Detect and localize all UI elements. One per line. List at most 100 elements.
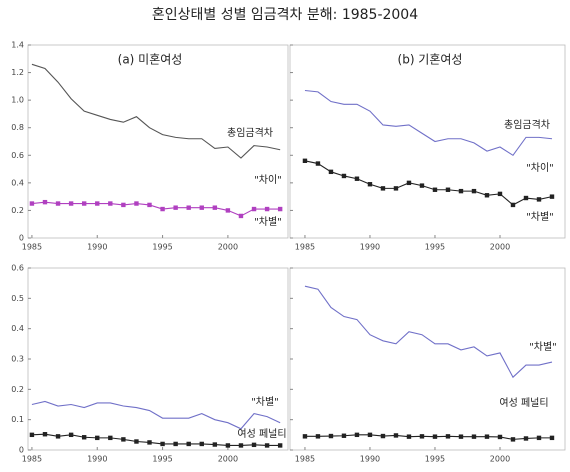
point <box>121 437 126 442</box>
y-tick-label: 0.4 <box>11 324 24 333</box>
point <box>536 197 542 202</box>
y-tick-label: 0.2 <box>11 385 24 394</box>
point <box>406 180 412 186</box>
annotation: "차별" <box>526 211 554 223</box>
point <box>81 201 87 206</box>
point <box>367 182 373 187</box>
series-line <box>31 63 281 159</box>
point <box>225 443 231 448</box>
y-tick-label: 1.0 <box>11 96 24 105</box>
point <box>445 434 451 439</box>
point <box>380 433 386 439</box>
point <box>302 158 308 163</box>
series-label: "차이" <box>254 174 282 186</box>
point <box>186 205 191 210</box>
x-tick-label: 1985 <box>22 455 42 464</box>
y-tick-label: 0.8 <box>11 123 24 132</box>
point <box>302 434 308 439</box>
point <box>458 434 464 439</box>
point <box>367 432 373 438</box>
point <box>341 173 347 179</box>
point <box>212 205 218 210</box>
point <box>55 434 61 439</box>
series-line <box>304 89 553 157</box>
x-tick-label: 1990 <box>87 243 107 252</box>
x-tick-label: 2000 <box>218 455 238 464</box>
point <box>29 432 35 438</box>
series-line <box>31 400 281 430</box>
point <box>199 205 204 210</box>
point <box>315 434 321 439</box>
point <box>432 187 438 192</box>
point <box>277 206 283 212</box>
panel-subtitle: (b) 기혼여성 <box>398 53 463 67</box>
point <box>29 201 35 206</box>
x-tick-label: 1995 <box>152 455 172 464</box>
point <box>81 435 87 440</box>
y-tick-label: 0.4 <box>11 178 24 187</box>
y-tick-label: 0.6 <box>11 151 24 160</box>
point <box>238 443 244 448</box>
panel-subtitle: (a) 미혼여성 <box>118 53 183 67</box>
point <box>497 191 503 197</box>
point <box>315 161 321 166</box>
point <box>121 202 126 208</box>
chart-title: 혼인상태별 성별 임금격차 분해: 1985-2004 <box>152 7 418 23</box>
x-tick-label: 1990 <box>360 243 380 252</box>
point <box>393 186 399 191</box>
series-label: "차별" <box>529 341 557 353</box>
series-label: 총임금격차 <box>227 126 273 139</box>
series-line <box>304 285 553 379</box>
point <box>328 433 334 439</box>
point <box>354 176 360 181</box>
point <box>445 187 451 192</box>
point <box>108 435 113 441</box>
point <box>406 434 412 439</box>
point <box>497 434 503 440</box>
panel-frame <box>27 267 289 451</box>
series-label: 총임금격차 <box>504 118 550 131</box>
y-tick-label: 0.5 <box>11 294 24 303</box>
point <box>393 433 399 438</box>
point <box>471 434 477 439</box>
point <box>42 432 48 437</box>
point <box>173 441 178 447</box>
y-tick-label: 0.2 <box>11 206 24 215</box>
point <box>432 434 438 439</box>
y-tick-label: 0.6 <box>11 264 24 273</box>
x-tick-label: 1990 <box>87 455 107 464</box>
y-tick-label: 0.1 <box>11 415 24 424</box>
point <box>147 440 152 445</box>
point <box>147 202 152 208</box>
point <box>225 208 231 213</box>
point <box>186 441 191 447</box>
point <box>134 439 139 444</box>
point <box>95 435 100 441</box>
point <box>134 201 139 206</box>
y-tick-label: 0 <box>19 234 24 243</box>
point <box>277 443 283 448</box>
point <box>484 193 490 198</box>
point <box>264 206 270 212</box>
point <box>419 434 425 439</box>
x-tick-label: 1985 <box>22 243 42 252</box>
panel-frame <box>289 44 566 239</box>
point <box>68 432 74 438</box>
point <box>549 194 555 199</box>
point <box>523 436 529 441</box>
x-tick-label: 2000 <box>490 243 510 252</box>
point <box>95 201 100 206</box>
panel-frame <box>27 44 289 239</box>
point <box>523 195 529 201</box>
point <box>458 188 464 194</box>
point <box>549 435 555 441</box>
point <box>354 432 360 438</box>
point <box>68 201 74 206</box>
series-label: 여성 페널티 <box>499 397 548 409</box>
x-tick-label: 1995 <box>152 243 172 252</box>
panel-frame <box>289 267 566 451</box>
point <box>55 201 61 206</box>
series-label: 여성 페널티 <box>237 428 286 440</box>
point <box>251 206 257 212</box>
